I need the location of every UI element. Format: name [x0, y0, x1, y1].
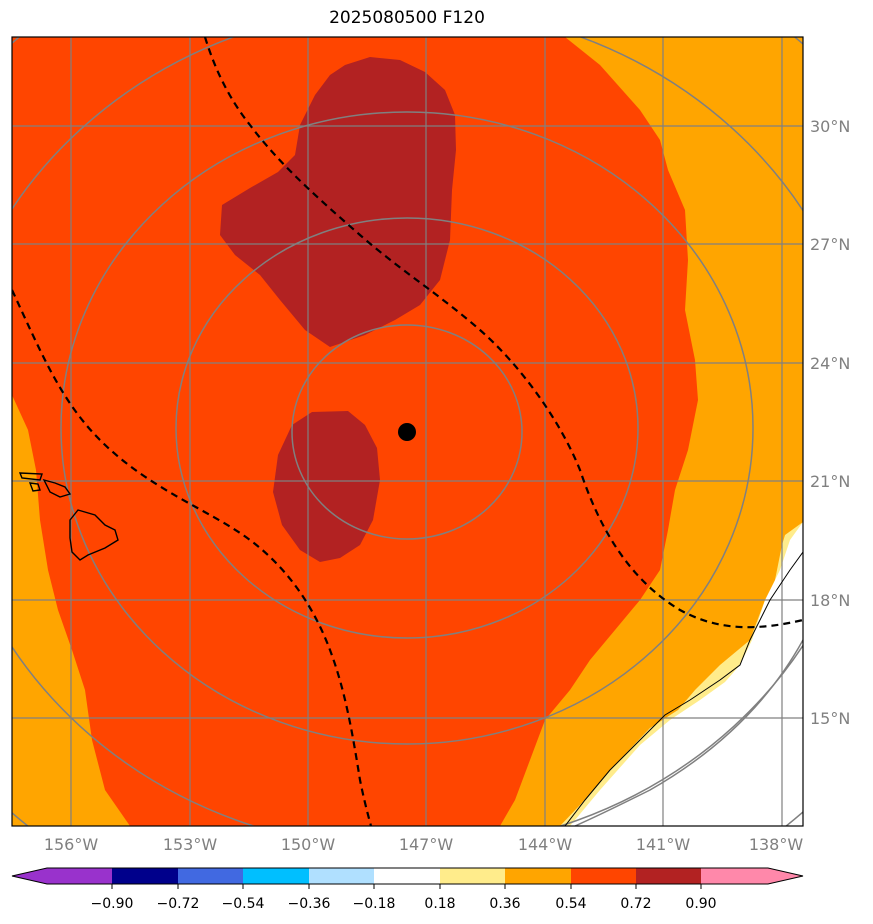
map-title: 2025080500 F120 [329, 8, 485, 28]
lat-label-21N: 21°N [810, 472, 850, 491]
lat-label-30N: 30°N [810, 117, 850, 136]
center-marker [398, 423, 416, 441]
colorbar-tick-label: 0.36 [489, 896, 520, 912]
colorbar-outline [11, 867, 804, 885]
lat-label-27N: 27°N [810, 235, 850, 254]
colorbar-tick-label: 0.54 [555, 896, 586, 912]
lat-label-24N: 24°N [810, 354, 850, 373]
lon-label-147W: 147°W [399, 835, 454, 854]
lon-label-153W: 153°W [163, 835, 218, 854]
colorbar-tick-label: −0.18 [353, 896, 396, 912]
region-0.72-0.90-south [273, 411, 380, 562]
lon-label-138W: 138°W [749, 835, 804, 854]
colorbar-extend-high [701, 868, 803, 884]
map-frame [11, 36, 804, 827]
longitude-labels: 156°W 153°W 150°W 147°W 144°W 141°W 138°… [44, 835, 804, 854]
meridian-gridlines [70, 37, 783, 826]
colorbar-tick-label: 0.90 [685, 896, 716, 912]
parallel-gridlines [12, 125, 803, 719]
colorbar-segment [374, 868, 440, 884]
lon-label-156W: 156°W [44, 835, 99, 854]
colorbar-tick-label: −0.72 [157, 896, 200, 912]
colorbar-segment [440, 868, 506, 884]
colorbar-tick-labels: −0.90 −0.72 −0.54 −0.36 −0.18 0.18 0.36 … [91, 896, 717, 912]
dashed-contour-north [203, 37, 803, 629]
colorbar-segment [571, 868, 637, 884]
se-ring-segment [574, 639, 803, 826]
colorbar-tick-label: −0.36 [288, 896, 331, 912]
colorbar: −0.90 −0.72 −0.54 −0.36 −0.18 0.18 0.36 … [11, 867, 804, 912]
colorbar-tick-label: 0.18 [424, 896, 455, 912]
lat-label-18N: 18°N [810, 591, 850, 610]
colorbar-tick-label: −0.90 [91, 896, 134, 912]
colorbar-segment [636, 868, 702, 884]
lat-label-15N: 15°N [810, 709, 850, 728]
colorbar-segment [112, 868, 178, 884]
colorbar-segment [47, 868, 113, 884]
region-0.72-0.90-north [220, 57, 456, 347]
hawaii-coastline [18, 472, 119, 561]
lon-label-144W: 144°W [518, 835, 573, 854]
colorbar-segment [178, 868, 244, 884]
colorbar-tick-label: −0.54 [222, 896, 265, 912]
colorbar-segment [505, 868, 571, 884]
lon-label-150W: 150°W [281, 835, 336, 854]
dashed-contour-south [12, 289, 373, 826]
latitude-labels: 30°N 27°N 24°N 21°N 18°N 15°N [810, 117, 850, 728]
colorbar-segment [309, 868, 375, 884]
colorbar-segment [243, 868, 309, 884]
colorbar-tick-label: 0.72 [620, 896, 651, 912]
lon-label-141W: 141°W [636, 835, 691, 854]
colorbar-ticks [111, 884, 702, 889]
se-coastline [564, 551, 803, 826]
